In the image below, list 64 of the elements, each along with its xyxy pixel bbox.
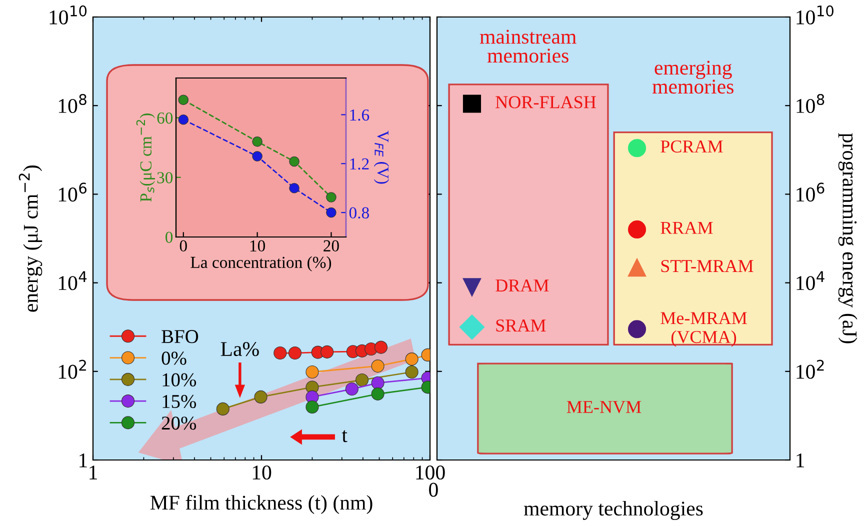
series-label: DRAM bbox=[496, 280, 549, 292]
point bbox=[178, 114, 189, 125]
legend-label: 15% bbox=[162, 394, 196, 408]
point bbox=[252, 151, 262, 162]
annotation: t bbox=[342, 430, 348, 442]
y-tick-label: 1 bbox=[796, 453, 804, 468]
point bbox=[628, 220, 646, 238]
annotation: La% bbox=[220, 342, 259, 356]
point bbox=[462, 278, 482, 296]
y-tick-label: 10$^{8}$ bbox=[796, 94, 824, 114]
x-axis-title: memory technologies bbox=[524, 500, 703, 520]
x-tick-label: 100 bbox=[416, 465, 445, 480]
legend-label: BFO bbox=[162, 330, 198, 344]
point bbox=[628, 139, 646, 158]
x-tick-label: 10 bbox=[250, 240, 265, 252]
point bbox=[628, 320, 646, 338]
x-axis-title: MF film thickness (t) (nm) bbox=[150, 494, 372, 514]
y-tick-label: 0 bbox=[166, 232, 173, 243]
y-tick-label: 30 bbox=[157, 172, 173, 184]
text: 0 bbox=[429, 482, 438, 497]
y-tick-label: 10$^{10}$ bbox=[50, 5, 87, 24]
point bbox=[252, 136, 262, 147]
x-tick-label: 10 bbox=[252, 465, 272, 480]
point bbox=[326, 207, 336, 218]
x-tick-label: 1 bbox=[90, 466, 97, 480]
y-tick-label: 60 bbox=[157, 112, 173, 124]
y-tick-label: 10$^{2}$ bbox=[58, 360, 86, 379]
x-tick-label: 0 bbox=[180, 240, 187, 252]
point bbox=[289, 182, 300, 194]
legend-label: 20% bbox=[162, 416, 196, 430]
y-tick-label: 10$^{8}$ bbox=[58, 94, 86, 114]
legend-label: 0% bbox=[162, 352, 186, 365]
y2-tick-label: 1.2 bbox=[350, 158, 369, 170]
series-label: NOR-FLASH bbox=[496, 96, 596, 108]
y-tick-label: 10$^{4}$ bbox=[796, 271, 824, 290]
series-label: RRAM bbox=[660, 222, 713, 234]
series-label: Me-MRAM (VCMA) bbox=[660, 312, 747, 347]
series-label: PCRAM bbox=[660, 140, 723, 153]
y-tick-label: 1 bbox=[80, 453, 87, 468]
point bbox=[326, 192, 336, 202]
legend-label: 10% bbox=[162, 373, 196, 386]
y-tick-label: 10$^{10}$ bbox=[796, 5, 834, 24]
x-tick-label: 20 bbox=[324, 240, 339, 252]
point bbox=[628, 258, 646, 277]
y-tick-label: 10$^{4}$ bbox=[58, 271, 87, 290]
y2-tick-label: 1.6 bbox=[350, 109, 370, 121]
series-label: SRAM bbox=[496, 319, 546, 332]
y-axis-title: P$_{s}$(μC cm$^{−2}$) bbox=[136, 114, 155, 202]
y-tick-label: 10$^{6}$ bbox=[796, 182, 824, 202]
y2-axis-title: V$_{FE}$ (V) bbox=[374, 130, 390, 184]
annotation: emerging memories bbox=[652, 60, 734, 94]
y2-tick-label: 0.8 bbox=[349, 207, 369, 219]
point bbox=[462, 94, 482, 113]
point bbox=[460, 314, 484, 340]
point bbox=[289, 156, 300, 167]
y-axis-title: programming energy (aJ) bbox=[838, 133, 858, 344]
y-tick-label: 10$^{2}$ bbox=[796, 360, 824, 379]
annotation: mainstream memories bbox=[480, 30, 576, 63]
y-tick-label: 10$^{6}$ bbox=[58, 182, 86, 202]
series-label: STT-MRAM bbox=[661, 260, 754, 272]
band-label: ME-NVM bbox=[566, 401, 642, 414]
point bbox=[178, 94, 189, 106]
y-axis-title: energy (μJ cm$^{−2}$) bbox=[18, 166, 42, 312]
x-axis-title: La concentration (%) bbox=[190, 256, 332, 272]
